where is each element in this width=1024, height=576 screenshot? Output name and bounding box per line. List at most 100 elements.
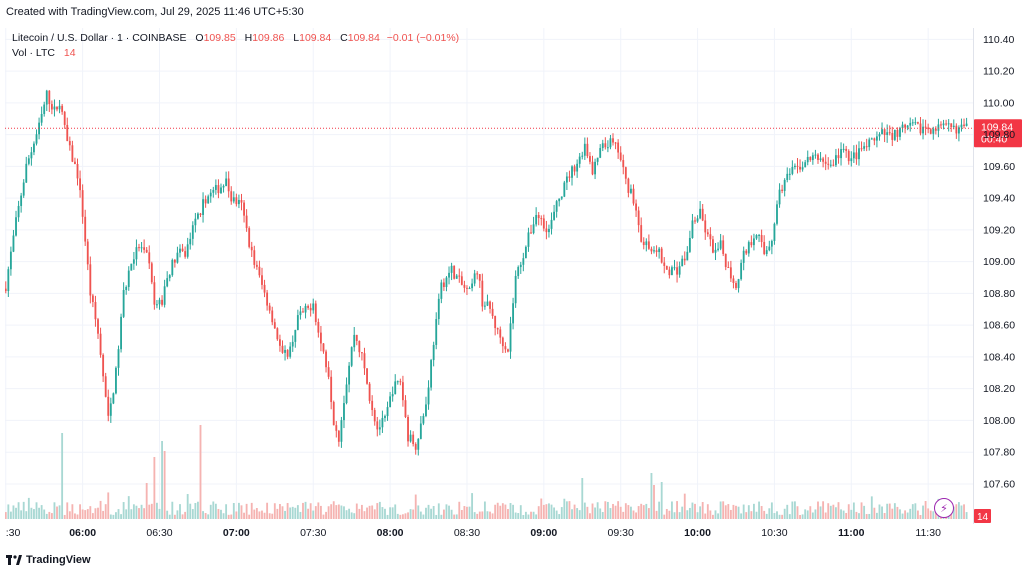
candle-body: [658, 248, 661, 253]
candle-body: [409, 434, 412, 442]
candle-body: [957, 127, 960, 134]
chart-frame[interactable]: 109.84 00:40 14 110.40 110.20 110.00 109.80 10…: [5, 28, 1022, 539]
volume-bar: [17, 502, 20, 519]
candle-body: [489, 301, 491, 309]
volume-bar: [94, 508, 97, 519]
candle-body: [589, 156, 591, 162]
y-tick-label: 108.00: [983, 415, 1015, 427]
candle-body: [701, 208, 704, 221]
candle-body: [955, 125, 958, 134]
candle-body: [371, 400, 374, 411]
volume-bar: [9, 511, 12, 519]
candle-body: [770, 240, 773, 247]
candle-body: [883, 129, 886, 136]
candle-body: [932, 128, 935, 134]
volume-bar: [245, 503, 248, 519]
candle-body: [394, 381, 397, 395]
candle-body: [586, 143, 589, 157]
candle-body: [312, 303, 315, 311]
volume-bar: [883, 513, 886, 519]
volume-bar: [873, 507, 876, 519]
volume-bar: [676, 501, 678, 519]
footer-logo[interactable]: TradingView: [6, 554, 91, 566]
volume-bar: [202, 511, 204, 519]
volume-bar: [145, 483, 148, 519]
candle-body: [609, 138, 612, 148]
volume-bar: [248, 514, 251, 519]
candle-body: [227, 178, 230, 192]
y-tick-label: 108.60: [983, 320, 1015, 332]
candle-body: [517, 267, 520, 276]
candle-body: [68, 141, 71, 146]
volume-bar: [899, 509, 901, 519]
candle-body: [143, 247, 146, 250]
candle-body: [922, 126, 924, 134]
candle-body: [345, 384, 348, 404]
candle-body: [317, 321, 320, 333]
candle-body: [507, 349, 509, 352]
volume-bar: [366, 507, 368, 519]
candle-body: [952, 125, 955, 128]
candle-body: [348, 365, 351, 385]
candle-body: [419, 423, 422, 439]
candle-body: [445, 277, 448, 288]
volume-bar: [560, 507, 563, 519]
candle-body: [48, 90, 51, 105]
volume-bar: [783, 508, 786, 519]
volume-bar: [268, 513, 271, 519]
volume-bar: [691, 502, 694, 519]
candle-body: [381, 417, 384, 428]
volume-bar: [368, 505, 371, 519]
volume-badge-value: 14: [977, 512, 989, 523]
volume-bar: [309, 503, 312, 519]
volume-bar: [440, 514, 443, 519]
candle-body: [732, 278, 735, 283]
candle-body: [56, 106, 58, 110]
volume-bar: [704, 513, 707, 519]
candle-body: [501, 337, 504, 347]
candle-body: [509, 323, 512, 352]
volume-bar: [115, 512, 117, 519]
candle-body: [847, 150, 850, 162]
candle-body: [822, 158, 825, 162]
candle-body: [391, 394, 394, 397]
volume-bar: [314, 506, 317, 519]
x-tick-label: 07:00: [223, 527, 250, 539]
candle-body: [376, 421, 379, 430]
candle-body: [483, 305, 486, 307]
volume-bar: [763, 510, 766, 519]
footer-brand: TradingView: [26, 554, 91, 566]
volume-bar: [35, 502, 38, 519]
volume-bar: [504, 504, 507, 519]
candle-body: [573, 166, 576, 172]
legend-vol-value: 14: [63, 47, 76, 59]
candle-body: [594, 161, 596, 175]
candle-body: [89, 264, 92, 296]
volume-bar: [253, 509, 256, 519]
volume-bar: [532, 511, 535, 519]
legend-vol-label[interactable]: Vol · LTC: [12, 47, 55, 59]
volume-bar: [186, 494, 189, 519]
candle-body: [596, 157, 599, 162]
legend-symbol[interactable]: Litecoin / U.S. Dollar · 1 · COINBASE: [12, 32, 187, 44]
volume-bar: [279, 504, 281, 519]
volume-bar: [924, 500, 927, 519]
candle-body: [107, 396, 110, 416]
candle-body: [156, 304, 158, 306]
volume-bar: [501, 503, 504, 519]
candle-body: [17, 205, 20, 218]
candle-body: [253, 250, 256, 265]
volume-bar: [586, 506, 589, 519]
bolt-icon[interactable]: ⚡: [934, 498, 954, 518]
candle-body: [340, 420, 343, 442]
volume-bar: [68, 511, 71, 519]
candle-body: [719, 240, 722, 249]
x-tick-label: 09:30: [608, 527, 634, 539]
legend-row-ohlc: Litecoin / U.S. Dollar · 1 · COINBASE O1…: [12, 32, 459, 44]
candle-body: [663, 262, 666, 266]
candle-body: [655, 250, 658, 253]
volume-bar: [555, 510, 558, 519]
candle-body: [671, 267, 673, 276]
candle-body: [150, 263, 153, 283]
